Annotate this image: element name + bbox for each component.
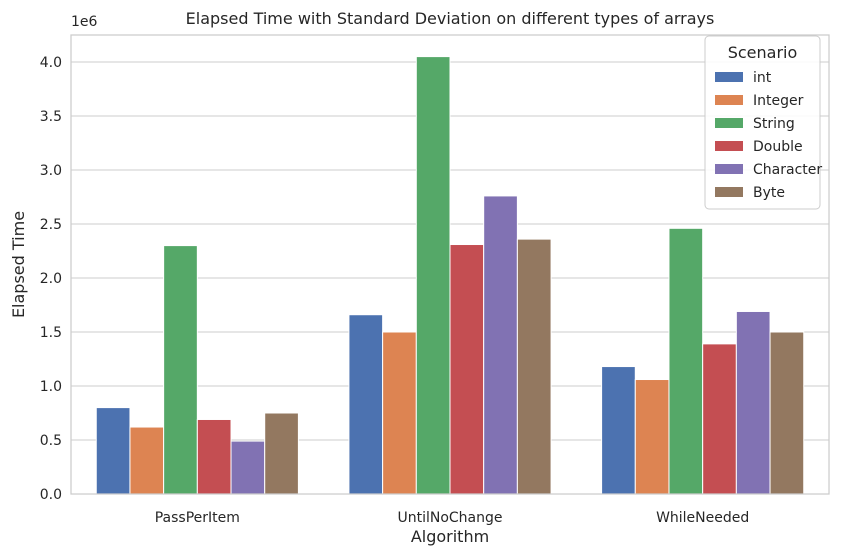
y-axis-offset-label: 1e6 <box>71 14 98 30</box>
bar-whileneeded-string <box>668 227 704 495</box>
y-tick-label: 4.0 <box>40 55 62 71</box>
y-tick-label: 2.0 <box>40 271 62 287</box>
bar-untilnochange-integer <box>382 331 417 495</box>
legend-label-string: String <box>753 116 795 132</box>
legend-swatch-integer <box>715 95 743 105</box>
y-tick-label: 3.5 <box>40 109 62 125</box>
chart-title: Elapsed Time with Standard Deviation on … <box>186 9 715 28</box>
y-tick-label: 3.0 <box>40 163 62 179</box>
bar-untilnochange-byte <box>516 238 552 495</box>
x-tick-label: PassPerItem <box>155 510 240 526</box>
legend-swatch-string <box>715 118 743 128</box>
y-axis-label: Elapsed Time <box>9 211 28 318</box>
bar-whileneeded-byte <box>769 331 805 495</box>
legend: Scenario int Integer String Double Character… <box>704 35 822 210</box>
bar-passperitem-double <box>196 418 232 495</box>
legend-swatch-int <box>715 72 743 82</box>
x-tick-label: UntilNoChange <box>397 510 502 526</box>
legend-swatch-double <box>715 141 743 151</box>
bar-whileneeded-int <box>601 366 636 495</box>
legend-label-character: Character <box>753 162 822 178</box>
bar-untilnochange-double <box>449 244 485 495</box>
bars <box>95 56 805 495</box>
plot-frame <box>70 34 830 495</box>
legend-label-double: Double <box>753 139 803 155</box>
bar-passperitem-string <box>163 245 198 495</box>
y-tick-label: 1.0 <box>40 379 62 395</box>
legend-label-byte: Byte <box>753 185 785 201</box>
y-tick-label: 1.5 <box>40 325 62 341</box>
y-tick-label: 0.5 <box>40 433 62 449</box>
x-axis-label: Algorithm <box>411 527 489 546</box>
legend-label-int: int <box>753 70 772 86</box>
bar-untilnochange-character <box>483 195 518 495</box>
bar-untilnochange-int <box>348 314 384 495</box>
bar-passperitem-int <box>95 407 131 495</box>
y-axis-ticks: 0.0 0.5 1.0 1.5 2.0 2.5 3.0 3.5 4.0 <box>40 55 62 503</box>
legend-label-integer: Integer <box>753 93 804 109</box>
bar-whileneeded-integer <box>634 379 670 495</box>
y-tick-label: 2.5 <box>40 217 62 233</box>
legend-swatch-byte <box>715 187 743 197</box>
bar-passperitem-byte <box>264 412 299 495</box>
x-axis-ticks: PassPerItem UntilNoChange WhileNeeded <box>155 510 750 526</box>
legend-swatch-character <box>715 164 743 174</box>
bar-whileneeded-double <box>702 343 737 495</box>
bar-untilnochange-string <box>415 56 451 495</box>
legend-title: Scenario <box>728 43 798 62</box>
bar-passperitem-character <box>230 440 266 495</box>
x-tick-label: WhileNeeded <box>656 510 749 526</box>
y-tick-label: 0.0 <box>40 487 62 503</box>
bar-passperitem-integer <box>129 426 165 495</box>
bar-whileneeded-character <box>735 310 771 495</box>
